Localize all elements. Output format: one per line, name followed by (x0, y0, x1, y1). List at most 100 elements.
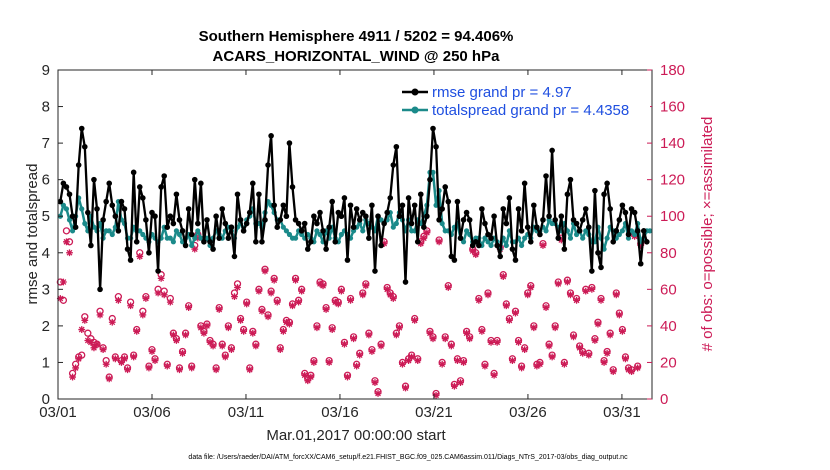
rmse-point (161, 173, 168, 179)
obs-assimilated-point (573, 296, 580, 304)
obs-assimilated-point (90, 344, 98, 352)
obs-assimilated-point (72, 364, 80, 372)
obs-assimilated-point (264, 313, 272, 321)
obs-assimilated-point (139, 311, 147, 319)
obs-assimilated-point (603, 349, 611, 357)
rmse-point (204, 217, 210, 223)
rmse-point (640, 228, 647, 234)
rmse-point (555, 235, 562, 241)
rmse-point (521, 180, 528, 187)
obs-assimilated-point (585, 351, 593, 359)
obs-assimilated-point (417, 240, 425, 248)
y-ticks: 0 1 2 3 4 5 6 7 8 9 (42, 62, 63, 408)
rmse-point (78, 125, 85, 132)
rmse-point (531, 202, 537, 209)
y-tick-label: 3 (42, 281, 50, 298)
rmse-point (146, 249, 152, 256)
obs-assimilated-point (276, 346, 284, 354)
rmse-point (112, 213, 119, 220)
obs-assimilated-point (127, 302, 135, 310)
rmse-point (399, 202, 406, 209)
spread-point (567, 235, 574, 241)
obs-assimilated-point (231, 293, 238, 301)
rmse-point (121, 206, 128, 212)
spread-point (632, 231, 638, 238)
rmse-point (109, 202, 116, 209)
obs-assimilated-point (337, 287, 345, 295)
obs-assimilated-point (114, 296, 122, 304)
rmse-point (619, 202, 626, 209)
obs-assimilated-point (493, 338, 501, 346)
obs-assimilated-point (429, 335, 437, 343)
rmse-point (152, 213, 158, 220)
x-tick-label: 03/21 (415, 404, 453, 421)
y2-axis-label: # of obs: o=possible; ×=assimilated (699, 117, 716, 352)
rmse-point (595, 249, 601, 256)
rmse-point (445, 198, 452, 205)
y2-tick-label: 160 (660, 99, 685, 116)
obs-assimilated-point (564, 278, 571, 286)
rmse-point (363, 213, 369, 220)
spread-point (360, 228, 366, 234)
obs-assimilated-point (93, 340, 101, 348)
rmse-point (143, 217, 149, 223)
rmse-point (140, 195, 146, 201)
footnote: data file: /Users/raeder/DAI/ATM_forcXX/… (188, 454, 628, 461)
obs-assimilated-point (273, 298, 281, 306)
spread-point (482, 235, 488, 241)
rmse-point (115, 228, 122, 234)
rmse-point (439, 206, 445, 212)
rmse-point (347, 202, 354, 209)
rmse-point (188, 231, 195, 238)
obs-assimilated-point (579, 349, 587, 357)
y-tick-label: 0 (42, 391, 50, 408)
obs-assimilated-point (331, 298, 339, 306)
obs-assimilated-point (371, 379, 379, 386)
obs-assimilated-point (450, 382, 458, 390)
rmse-point (561, 246, 568, 252)
obs-assimilated-point (133, 327, 141, 335)
rmse-point (353, 206, 360, 212)
spread-point (604, 235, 610, 241)
obs-assimilated-point (261, 267, 269, 275)
rmse-point (127, 257, 134, 263)
rmse-point (546, 213, 552, 220)
spread-point (198, 235, 204, 241)
obs-assimilated-point (374, 390, 382, 397)
obs-assimilated-point (105, 375, 113, 383)
rmse-point (479, 206, 485, 212)
rmse-point (124, 246, 131, 252)
rmse-point (240, 228, 247, 234)
obs-assimilated-point (234, 284, 241, 291)
rmse-point (537, 231, 543, 238)
rmse-point (613, 228, 620, 234)
obs-assimilated-point (551, 324, 559, 332)
obs-assimilated-point (246, 366, 254, 374)
obs-assimilated-point (166, 298, 174, 306)
obs-assimilated-point (218, 342, 226, 350)
obs-assimilated-point (548, 353, 556, 361)
rmse-point (283, 213, 290, 220)
obs-assimilated-point (255, 287, 263, 295)
rmse-point (372, 268, 378, 274)
rmse-point (494, 242, 500, 249)
rmse-point (378, 242, 384, 249)
obs-possible-point (84, 329, 92, 337)
obs-assimilated-point (151, 357, 159, 365)
obs-assimilated-point (606, 331, 614, 339)
obs-assimilated-point (362, 282, 370, 290)
rmse-point (421, 224, 427, 230)
y-tick-label: 5 (42, 208, 50, 225)
obs-assimilated-point (539, 242, 547, 249)
obs-assimilated-point (96, 311, 104, 319)
obs-assimilated-point (173, 337, 180, 344)
obs-assimilated-point (111, 355, 119, 363)
obs-assimilated-point (203, 322, 211, 330)
obs-assimilated-point (224, 324, 232, 332)
rmse-point (286, 140, 293, 146)
obs-assimilated-point (118, 359, 125, 366)
obs-assimilated-point (386, 291, 394, 299)
rmse-point (430, 125, 436, 132)
y2-tick-label: 20 (660, 354, 677, 371)
